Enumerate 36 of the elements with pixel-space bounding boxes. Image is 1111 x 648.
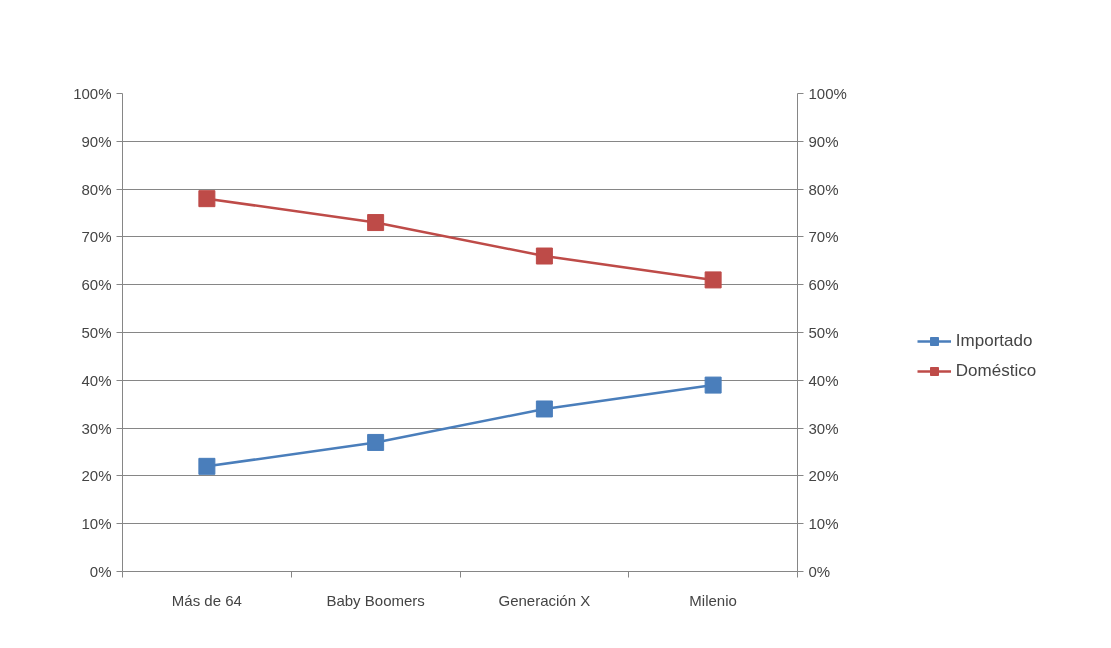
- x-tick-label: Baby Boomers: [326, 591, 425, 609]
- point: [704, 376, 722, 394]
- legend-label: Doméstico: [955, 361, 1037, 381]
- y-tick-label: 20%: [81, 467, 112, 485]
- y2-tick-label: 20%: [808, 467, 839, 485]
- x-tick-label: Más de 64: [171, 591, 242, 609]
- point: [535, 400, 553, 418]
- y2-tick-label: 40%: [808, 371, 839, 389]
- y-tick-label: 70%: [81, 228, 112, 246]
- y-tick-label: 60%: [81, 276, 112, 294]
- y-tick-label: 80%: [81, 180, 112, 198]
- y2-tick-label: 60%: [808, 276, 839, 294]
- point: [367, 433, 385, 451]
- y2-tick-label: 30%: [808, 419, 839, 437]
- y-tick-label: 90%: [81, 132, 112, 150]
- y-tick-label: 0%: [89, 563, 112, 580]
- point: [198, 190, 216, 208]
- y2-tick-label: 80%: [808, 180, 839, 198]
- x-tick-label: Milenio: [689, 591, 737, 609]
- y2-tick-label: 70%: [808, 228, 839, 246]
- point: [704, 271, 722, 289]
- y2-tick-label: 90%: [808, 132, 839, 150]
- x-tick-label: Generación X: [498, 591, 591, 609]
- y2-tick-label: 10%: [808, 515, 839, 533]
- y-tick-label: 50%: [81, 324, 112, 341]
- point: [535, 247, 553, 265]
- y-tick-label: 30%: [81, 419, 112, 437]
- y2-tick-label: 0%: [808, 563, 831, 580]
- y-tick-label: 40%: [81, 371, 112, 389]
- y2-tick-label: 100%: [808, 85, 847, 102]
- y-tick-label: 10%: [81, 515, 112, 533]
- y-tick-label: 100%: [73, 85, 112, 102]
- legend-label: Importado: [955, 331, 1033, 351]
- point: [198, 457, 216, 475]
- point: [367, 214, 385, 232]
- y2-tick-label: 50%: [808, 324, 839, 341]
